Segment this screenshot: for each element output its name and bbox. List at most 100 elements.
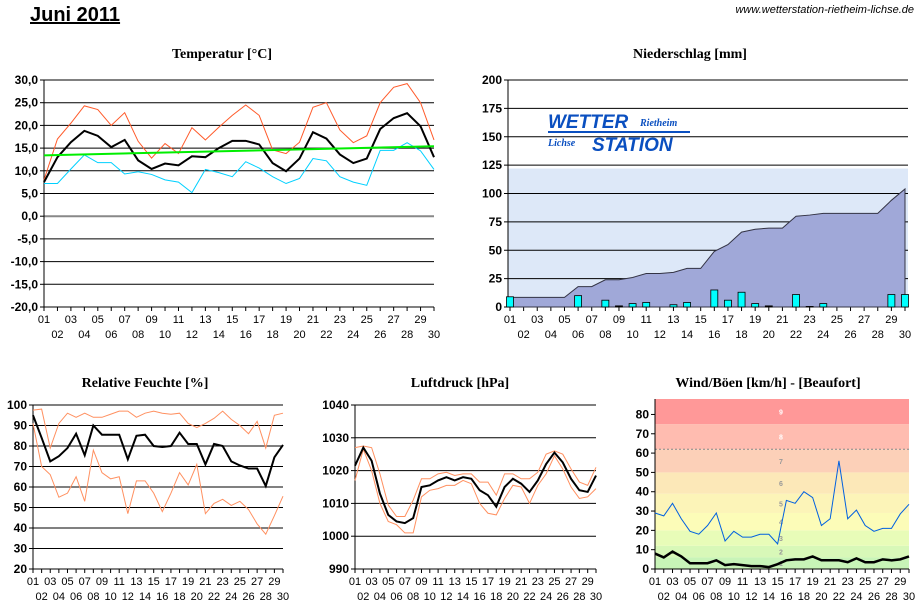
x-tick-label: 24 <box>850 591 862 603</box>
y-tick-label: 40 <box>14 521 28 535</box>
y-tick-label: 30 <box>14 542 28 556</box>
x-tick-label: 21 <box>515 576 527 588</box>
x-tick-label: 19 <box>182 576 194 588</box>
x-tick-label: 13 <box>754 576 766 588</box>
x-tick-label: 16 <box>780 591 792 603</box>
temperature-trend-line <box>43 145 435 157</box>
y-tick-label: 5,0 <box>21 187 38 201</box>
x-tick-label: 24 <box>225 591 237 603</box>
humidity-chart: 1009080706050403020010203040506070809101… <box>7 398 289 603</box>
y-tick-label: -5,0 <box>17 232 38 246</box>
beaufort-label: 4 <box>779 520 783 527</box>
x-tick-label: 09 <box>613 314 625 326</box>
x-tick-label: 14 <box>763 591 775 603</box>
beaufort-label: 3 <box>779 536 783 543</box>
x-tick-label: 26 <box>374 329 386 341</box>
y-tick-label: 50 <box>489 243 503 257</box>
beaufort-band <box>655 399 909 425</box>
precipitation-bar <box>901 294 909 308</box>
x-tick-label: 15 <box>695 314 707 326</box>
x-tick-label: 23 <box>804 314 816 326</box>
x-tick-label: 25 <box>859 576 871 588</box>
x-tick-label: 27 <box>251 576 263 588</box>
precipitation-bar <box>669 304 678 308</box>
x-tick-label: 14 <box>681 329 693 341</box>
x-tick-label: 07 <box>399 576 411 588</box>
x-tick-label: 20 <box>191 591 203 603</box>
precipitation-bar <box>628 303 637 308</box>
x-tick-label: 27 <box>388 314 400 326</box>
x-tick-label: 17 <box>482 576 494 588</box>
y-tick-label: 40 <box>636 485 650 499</box>
x-tick-label: 28 <box>260 591 272 603</box>
beaufort-band <box>655 449 909 473</box>
x-tick-label: 12 <box>122 591 134 603</box>
x-tick-label: 09 <box>96 576 108 588</box>
x-tick-label: 11 <box>737 576 748 588</box>
x-tick-label: 06 <box>572 329 584 341</box>
precipitation-title: Niederschlag [mm] <box>633 47 747 62</box>
y-tick-label: 20 <box>636 523 650 537</box>
y-tick-label: 0 <box>495 300 502 314</box>
beaufort-label: 8 <box>779 435 783 442</box>
x-tick-label: 09 <box>145 314 157 326</box>
x-tick-label: 04 <box>374 591 386 603</box>
precipitation-bar <box>710 289 719 308</box>
wind-gust-line <box>654 460 910 545</box>
y-tick-label: 1000 <box>322 529 349 543</box>
x-tick-label: 11 <box>173 314 184 326</box>
x-tick-label: 01 <box>504 314 516 326</box>
x-tick-label: 25 <box>361 314 373 326</box>
month-title: Juni 2011 <box>30 4 121 26</box>
pressure-mean-line <box>354 445 597 525</box>
x-tick-label: 29 <box>268 576 280 588</box>
y-tick-label: 20 <box>14 562 28 576</box>
y-tick-label: 75 <box>489 215 503 229</box>
logo-lichse: Lichse <box>547 138 576 149</box>
x-tick-label: 28 <box>573 591 585 603</box>
precipitation-bar <box>615 305 623 308</box>
y-tick-label: -20,0 <box>11 300 39 314</box>
x-tick-label: 01 <box>38 314 50 326</box>
x-tick-label: 17 <box>722 314 734 326</box>
pressure-chart: 1040103010201010100099001020304050607080… <box>322 398 602 603</box>
x-tick-label: 08 <box>87 591 99 603</box>
x-tick-label: 23 <box>532 576 544 588</box>
humidity-min-line <box>32 423 284 536</box>
x-tick-label: 26 <box>868 591 880 603</box>
x-tick-label: 25 <box>548 576 560 588</box>
x-tick-label: 15 <box>148 576 160 588</box>
x-tick-label: 03 <box>44 576 56 588</box>
x-tick-label: 17 <box>253 314 265 326</box>
x-tick-label: 24 <box>540 591 552 603</box>
y-tick-label: 990 <box>329 562 349 576</box>
y-tick-label: 100 <box>482 187 502 201</box>
y-tick-label: 30,0 <box>15 73 39 87</box>
x-tick-label: 26 <box>844 329 856 341</box>
website-url: www.wetterstation-rietheim-lichse.de <box>735 4 914 16</box>
beaufort-band <box>655 530 909 546</box>
y-tick-label: 20,0 <box>15 118 39 132</box>
y-tick-label: -10,0 <box>11 255 39 269</box>
beaufort-label: 7 <box>779 459 783 466</box>
precipitation-bar <box>819 303 828 308</box>
y-tick-label: 150 <box>482 130 502 144</box>
precipitation-bar <box>737 291 746 308</box>
precipitation-bar <box>751 303 760 308</box>
x-tick-label: 19 <box>498 576 510 588</box>
precipitation-bar <box>887 294 896 308</box>
y-tick-label: 1040 <box>322 398 349 412</box>
x-tick-label: 08 <box>599 329 611 341</box>
temperature-mean-line <box>43 111 435 183</box>
y-tick-label: 1020 <box>322 464 349 478</box>
x-tick-label: 11 <box>432 576 443 588</box>
x-tick-label: 18 <box>266 329 278 341</box>
temperature-min-line <box>44 142 435 194</box>
x-tick-label: 12 <box>440 591 452 603</box>
pressure-min-line <box>354 447 597 534</box>
y-tick-label: 1030 <box>322 431 349 445</box>
y-tick-label: -15,0 <box>11 277 39 291</box>
x-tick-label: 30 <box>428 329 440 341</box>
x-tick-label: 09 <box>719 576 731 588</box>
y-tick-label: 0,0 <box>21 209 38 223</box>
